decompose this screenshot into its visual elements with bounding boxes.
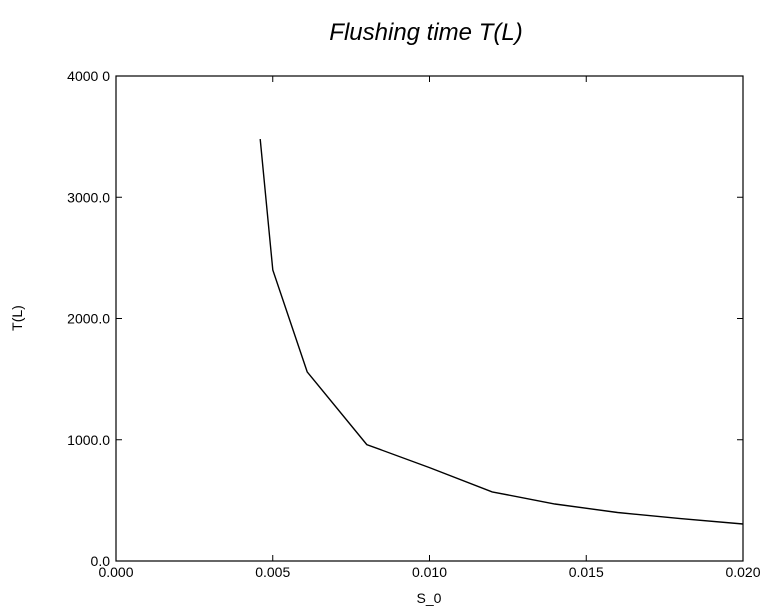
y-tick-label: 2000.0 [67,311,110,327]
y-tick-label: 0.0 [91,553,111,569]
y-axis-ticks: 0.0 1000.0 2000.0 3000.0 4000 0 [67,68,743,569]
plot-frame [115,75,744,562]
x-axis-label: S_0 [417,590,442,606]
y-axis-label: T(L) [9,305,25,331]
x-tick-label: 0.015 [569,564,604,580]
x-axis-ticks: 0.000 0.005 0.010 0.015 0.020 [98,76,761,580]
x-tick-label: 0.000 [98,564,133,580]
series-layer [259,139,744,525]
y-tick-label: 3000.0 [67,189,110,205]
chart-title: Flushing time T(L) [329,19,522,46]
series-line [259,139,744,525]
x-tick-label: 0.010 [412,564,447,580]
x-tick-label: 0.020 [725,564,760,580]
y-tick-label: 1000.0 [67,432,110,448]
y-tick-label: 4000 0 [67,68,110,84]
x-tick-label: 0.005 [255,564,290,580]
